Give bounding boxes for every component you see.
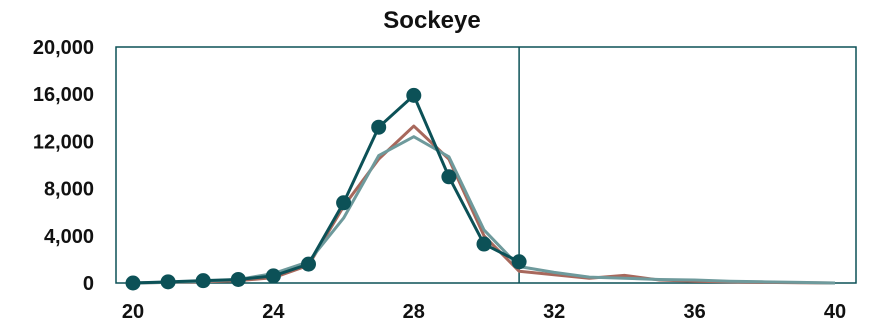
series-point-2 xyxy=(406,87,422,103)
x-tick-label: 20 xyxy=(122,301,144,323)
y-tick-label: 8,000 xyxy=(44,179,94,201)
series-point-2 xyxy=(195,273,211,289)
x-axis-ticks: 20 24 28 32 36 40 xyxy=(122,301,846,323)
y-tick-label: 16,000 xyxy=(33,84,94,106)
series-point-2 xyxy=(371,119,387,135)
series-point-2 xyxy=(511,254,527,270)
series-point-2 xyxy=(441,169,457,185)
series-point-2 xyxy=(125,275,141,291)
series-point-2 xyxy=(265,268,281,284)
x-tick-label: 36 xyxy=(683,301,705,323)
chart-title: Sockeye xyxy=(383,7,480,34)
y-tick-label: 4,000 xyxy=(44,226,94,248)
x-tick-label: 32 xyxy=(543,301,565,323)
y-axis-ticks: 20,000 16,000 12,000 8,000 4,000 0 xyxy=(33,37,94,295)
series-point-2 xyxy=(230,271,246,287)
series-point-2 xyxy=(476,236,492,252)
x-tick-label: 24 xyxy=(262,301,285,323)
y-tick-label: 0 xyxy=(83,273,94,295)
series-point-2 xyxy=(301,256,316,272)
x-tick-label: 28 xyxy=(403,301,425,323)
series-point-2 xyxy=(160,274,176,290)
x-tick-label: 40 xyxy=(824,301,846,323)
series-layer xyxy=(125,87,836,291)
series-point-2 xyxy=(336,195,352,211)
y-tick-label: 12,000 xyxy=(33,131,94,153)
y-tick-label: 20,000 xyxy=(33,37,94,59)
